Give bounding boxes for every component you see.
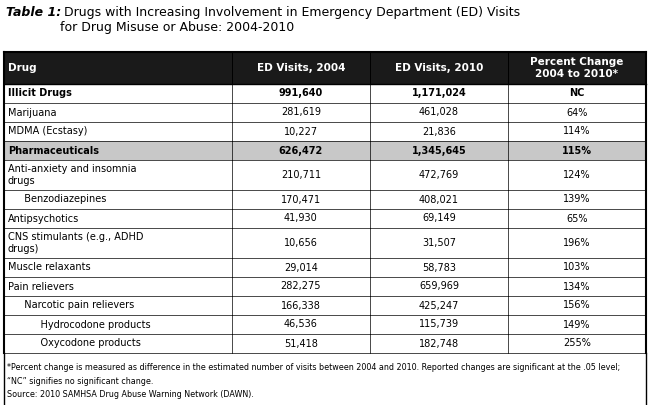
Text: 10,656: 10,656 <box>284 238 318 248</box>
Bar <box>4 160 646 190</box>
Text: 65%: 65% <box>566 213 588 224</box>
Bar <box>4 296 646 315</box>
Text: 425,247: 425,247 <box>419 301 459 311</box>
Text: 255%: 255% <box>563 339 591 348</box>
Bar <box>4 209 646 228</box>
Text: 472,769: 472,769 <box>419 170 459 180</box>
Text: Oxycodone products: Oxycodone products <box>28 339 141 348</box>
Text: Drug: Drug <box>8 63 36 73</box>
Bar <box>4 258 646 277</box>
Text: Source: 2010 SAMHSA Drug Abuse Warning Network (DAWN).: Source: 2010 SAMHSA Drug Abuse Warning N… <box>7 390 254 399</box>
Text: Table 1:: Table 1: <box>6 6 61 19</box>
Bar <box>4 315 646 334</box>
Bar <box>4 334 646 353</box>
Text: Marijuana: Marijuana <box>8 107 57 117</box>
Text: 51,418: 51,418 <box>284 339 318 348</box>
Text: 281,619: 281,619 <box>281 107 321 117</box>
Text: Pharmaceuticals: Pharmaceuticals <box>8 145 99 156</box>
Text: Benzodiazepines: Benzodiazepines <box>18 194 107 205</box>
Text: ED Visits, 2010: ED Visits, 2010 <box>395 63 483 73</box>
Text: Anti-anxiety and insomnia
drugs: Anti-anxiety and insomnia drugs <box>8 164 136 186</box>
Text: 46,536: 46,536 <box>284 320 318 330</box>
Text: 114%: 114% <box>564 126 591 136</box>
Text: 41,930: 41,930 <box>284 213 318 224</box>
Text: 282,275: 282,275 <box>281 281 321 292</box>
Bar <box>4 190 646 209</box>
Text: CNS stimulants (e.g., ADHD
drugs): CNS stimulants (e.g., ADHD drugs) <box>8 232 144 254</box>
Text: 69,149: 69,149 <box>422 213 456 224</box>
Text: 139%: 139% <box>564 194 591 205</box>
Bar <box>4 277 646 296</box>
Bar <box>4 103 646 122</box>
Bar <box>4 52 646 84</box>
Text: 21,836: 21,836 <box>422 126 456 136</box>
Text: 149%: 149% <box>564 320 591 330</box>
Text: 659,969: 659,969 <box>419 281 459 292</box>
Text: 115,739: 115,739 <box>419 320 459 330</box>
Text: 210,711: 210,711 <box>281 170 321 180</box>
Text: 29,014: 29,014 <box>284 262 318 273</box>
Text: 1,345,645: 1,345,645 <box>411 145 466 156</box>
Text: 10,227: 10,227 <box>284 126 318 136</box>
Text: 115%: 115% <box>562 145 592 156</box>
Text: 170,471: 170,471 <box>281 194 321 205</box>
Text: 408,021: 408,021 <box>419 194 459 205</box>
Text: 103%: 103% <box>564 262 591 273</box>
Text: NC: NC <box>569 89 584 98</box>
Text: 134%: 134% <box>564 281 591 292</box>
Bar <box>4 228 646 258</box>
Text: MDMA (Ecstasy): MDMA (Ecstasy) <box>8 126 87 136</box>
Text: Hydrocodone products: Hydrocodone products <box>28 320 151 330</box>
Bar <box>4 122 646 141</box>
Text: Muscle relaxants: Muscle relaxants <box>8 262 90 273</box>
Text: Pain relievers: Pain relievers <box>8 281 74 292</box>
Text: 182,748: 182,748 <box>419 339 459 348</box>
Bar <box>4 141 646 160</box>
Text: Illicit Drugs: Illicit Drugs <box>8 89 72 98</box>
Text: 1,171,024: 1,171,024 <box>411 89 466 98</box>
Text: 156%: 156% <box>563 301 591 311</box>
Bar <box>4 84 646 103</box>
Text: 64%: 64% <box>566 107 588 117</box>
Text: 124%: 124% <box>563 170 591 180</box>
Text: “NC” signifies no significant change.: “NC” signifies no significant change. <box>7 377 153 386</box>
Text: Narcotic pain relievers: Narcotic pain relievers <box>18 301 135 311</box>
Text: Antipsychotics: Antipsychotics <box>8 213 79 224</box>
Text: ED Visits, 2004: ED Visits, 2004 <box>257 63 345 73</box>
Text: 196%: 196% <box>564 238 591 248</box>
Bar <box>4 353 646 405</box>
Text: 31,507: 31,507 <box>422 238 456 248</box>
Text: 626,472: 626,472 <box>279 145 323 156</box>
Text: 166,338: 166,338 <box>281 301 321 311</box>
Text: 461,028: 461,028 <box>419 107 459 117</box>
Text: Percent Change
2004 to 2010*: Percent Change 2004 to 2010* <box>530 57 623 79</box>
Text: 991,640: 991,640 <box>279 89 323 98</box>
Text: *Percent change is measured as difference in the estimated number of visits betw: *Percent change is measured as differenc… <box>7 363 620 372</box>
Text: 58,783: 58,783 <box>422 262 456 273</box>
Text: Drugs with Increasing Involvement in Emergency Department (ED) Visits
for Drug M: Drugs with Increasing Involvement in Eme… <box>60 6 520 34</box>
